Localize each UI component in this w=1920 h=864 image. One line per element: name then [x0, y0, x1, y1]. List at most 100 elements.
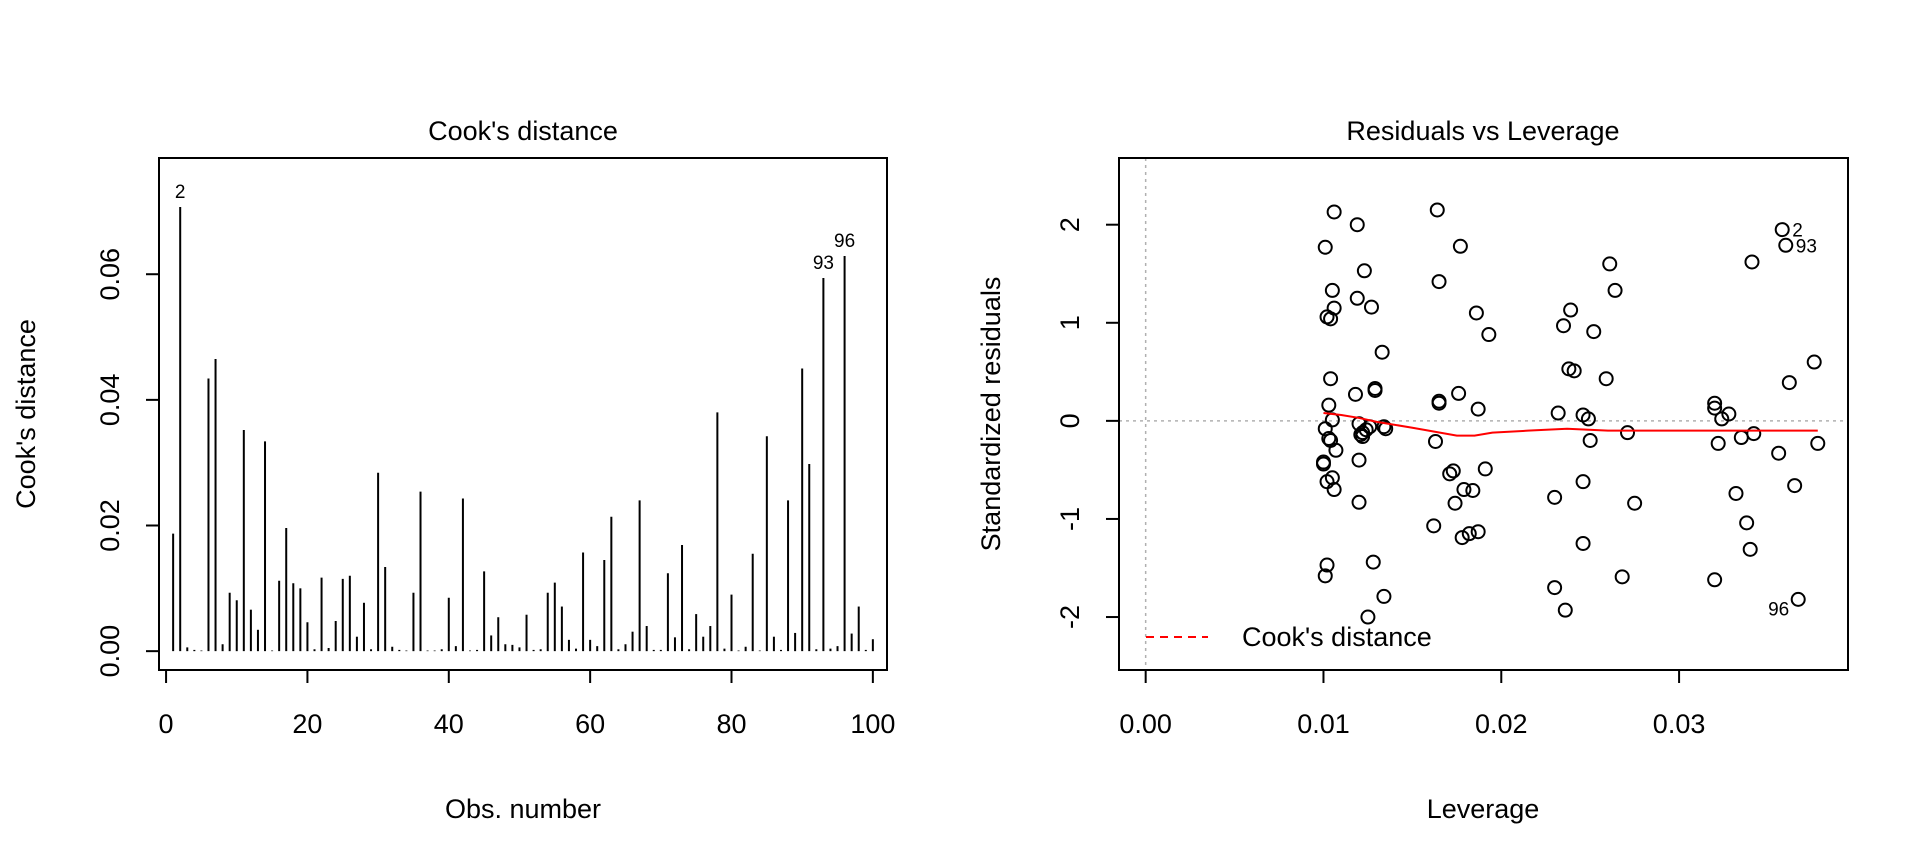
residuals-y-axis-label: Standardized residuals: [976, 277, 1006, 552]
residual-point: [1707, 572, 1723, 588]
leverage-x-axis-label: Leverage: [1427, 794, 1540, 824]
residual-point: [1602, 256, 1618, 272]
x-tick-label: 0.00: [1119, 709, 1172, 739]
residual-point: [1598, 371, 1614, 387]
legend-label: Cook's distance: [1242, 622, 1432, 652]
residual-point: [1454, 530, 1470, 546]
x-tick-label: 0.03: [1653, 709, 1706, 739]
residual-point: [1707, 400, 1723, 416]
residual-point: [1452, 238, 1468, 254]
residual-point: [1326, 204, 1342, 220]
residual-point: [1566, 363, 1582, 379]
residual-point: [1328, 442, 1344, 458]
residual-point: [1771, 445, 1787, 461]
residual-point: [1721, 406, 1737, 422]
residual-point: [1744, 254, 1760, 270]
residual-point: [1349, 217, 1365, 233]
cooks-point-label: 93: [813, 253, 834, 274]
residual-point: [1367, 382, 1383, 398]
cooks-y-axis-label: Cook's distance: [11, 319, 41, 509]
residual-point: [1445, 463, 1461, 479]
residual-point: [1319, 557, 1335, 573]
residual-point: [1317, 568, 1333, 584]
residual-point: [1324, 282, 1340, 298]
cooks-x-axis: 0 20 40 60 80 100: [159, 669, 895, 739]
residual-point: [1429, 202, 1445, 218]
residuals-y-axis: -2 -1 0 1 2: [1055, 217, 1120, 629]
residual-point: [1556, 318, 1572, 334]
residual-point: [1442, 466, 1458, 482]
residual-point: [1470, 524, 1486, 540]
residual-point-label: 2: [1792, 221, 1803, 242]
residual-point: [1481, 327, 1497, 343]
x-tick-label: 0: [159, 709, 174, 739]
residual-point: [1378, 421, 1394, 437]
reference-lines: [1119, 158, 1848, 670]
leverage-x-axis: 0.00 0.01 0.02 0.03: [1119, 669, 1706, 739]
residual-point: [1627, 495, 1643, 511]
residual-point: [1477, 461, 1493, 477]
residual-point: [1376, 419, 1392, 435]
residual-point: [1321, 397, 1337, 413]
residual-point: [1356, 263, 1372, 279]
y-tick-label: 2: [1055, 217, 1085, 232]
residual-point: [1806, 354, 1822, 370]
residual-point: [1810, 435, 1826, 451]
residual-points: [1315, 202, 1826, 625]
residual-point: [1468, 305, 1484, 321]
residual-point: [1347, 386, 1363, 402]
residual-point: [1451, 385, 1467, 401]
x-tick-label: 20: [292, 709, 322, 739]
x-tick-label: 60: [575, 709, 605, 739]
residual-point: [1586, 324, 1602, 340]
residual-point: [1733, 430, 1749, 446]
x-tick-label: 0.02: [1475, 709, 1528, 739]
y-tick-label: 0.00: [95, 625, 125, 678]
residual-point: [1710, 435, 1726, 451]
y-tick-label: 0.04: [95, 374, 125, 427]
residual-point: [1707, 395, 1723, 411]
x-tick-label: 80: [716, 709, 746, 739]
residual-point: [1351, 452, 1367, 468]
cooks-bars: [172, 207, 874, 652]
residual-point: [1575, 474, 1591, 490]
residual-point: [1363, 299, 1379, 315]
residual-point: [1547, 580, 1563, 596]
residual-point: [1778, 237, 1794, 253]
legend: Cook's distance: [1146, 622, 1432, 652]
residual-point: [1323, 371, 1339, 387]
residual-point: [1376, 588, 1392, 604]
residual-point: [1614, 569, 1630, 585]
residual-point: [1461, 526, 1477, 542]
residual-point: [1447, 495, 1463, 511]
y-tick-label: 0.06: [95, 248, 125, 301]
residual-point: [1774, 222, 1790, 238]
x-tick-label: 100: [850, 709, 895, 739]
residual-point: [1426, 518, 1442, 534]
residual-point: [1431, 393, 1447, 409]
y-tick-label: 0.02: [95, 499, 125, 552]
residual-point: [1349, 290, 1365, 306]
residual-point: [1470, 401, 1486, 417]
cooks-point-label: 2: [175, 182, 186, 203]
residual-point: [1321, 431, 1337, 447]
cooks-point-label: 96: [834, 231, 855, 252]
residual-point: [1742, 541, 1758, 557]
residual-point: [1317, 239, 1333, 255]
residual-point: [1547, 489, 1563, 505]
cooks-y-axis: 0.00 0.02 0.04 0.06: [95, 248, 160, 678]
residual-annotations: 293 96: [1768, 221, 1817, 621]
residual-point: [1739, 515, 1755, 531]
residual-point: [1456, 482, 1472, 498]
y-tick-label: -2: [1055, 605, 1085, 629]
y-tick-label: 0: [1055, 413, 1085, 428]
residual-point: [1326, 300, 1342, 316]
residual-point: [1607, 282, 1623, 298]
residual-point: [1365, 554, 1381, 570]
residual-point: [1550, 405, 1566, 421]
residual-point: [1315, 454, 1331, 470]
residual-point: [1563, 302, 1579, 318]
